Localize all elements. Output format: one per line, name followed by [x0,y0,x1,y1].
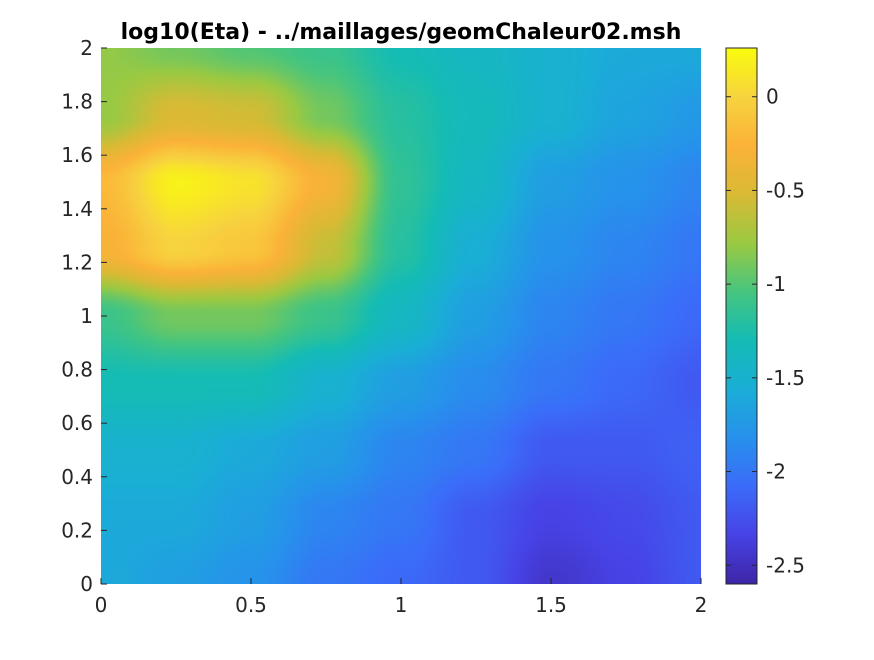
plot-area [101,48,701,584]
x-tick-label: 0 [95,593,108,617]
y-tick-label: 1.6 [61,143,93,167]
colorbar-ticks: -2.5 -2 -1.5 -1 -0.5 0 [726,85,805,577]
y-tick-label: 0.2 [61,518,93,542]
colorbar-tick-label: -1 [766,272,786,296]
y-tick-label: 0.8 [61,358,93,382]
y-tick-label: 2 [80,36,93,60]
heatmap-image [101,48,701,584]
y-tick-label: 1 [80,304,93,328]
x-tick-label: 2 [695,593,708,617]
colorbar-gradient [726,48,757,584]
colorbar: -2.5 -2 -1.5 -1 -0.5 0 [725,47,805,585]
x-tick-label: 1 [395,593,408,617]
x-tick-label: 0.5 [235,593,267,617]
y-tick-label: 0 [80,572,93,596]
y-tick-label: 1.4 [61,197,93,221]
y-axis: 0 0.2 0.4 0.6 0.8 1 1.2 1.4 1.6 1.8 2 [61,36,107,596]
y-tick-label: 0.6 [61,411,93,435]
colorbar-frame [725,47,758,585]
colorbar-tick-label: -2.5 [766,553,805,577]
x-tick-label: 1.5 [535,593,567,617]
x-axis: 0 0.5 1 1.5 2 [95,578,708,617]
colorbar-tick-label: -1.5 [766,366,805,390]
colorbar-tick-label: -2 [766,460,786,484]
colorbar-tick-label: -0.5 [766,178,805,202]
y-tick-label: 1.8 [61,90,93,114]
y-tick-label: 1.2 [61,250,93,274]
colorbar-tick-label: 0 [766,85,779,109]
chart-title: log10(Eta) - ../maillages/geomChaleur02.… [121,20,682,45]
y-tick-label: 0.4 [61,465,93,489]
